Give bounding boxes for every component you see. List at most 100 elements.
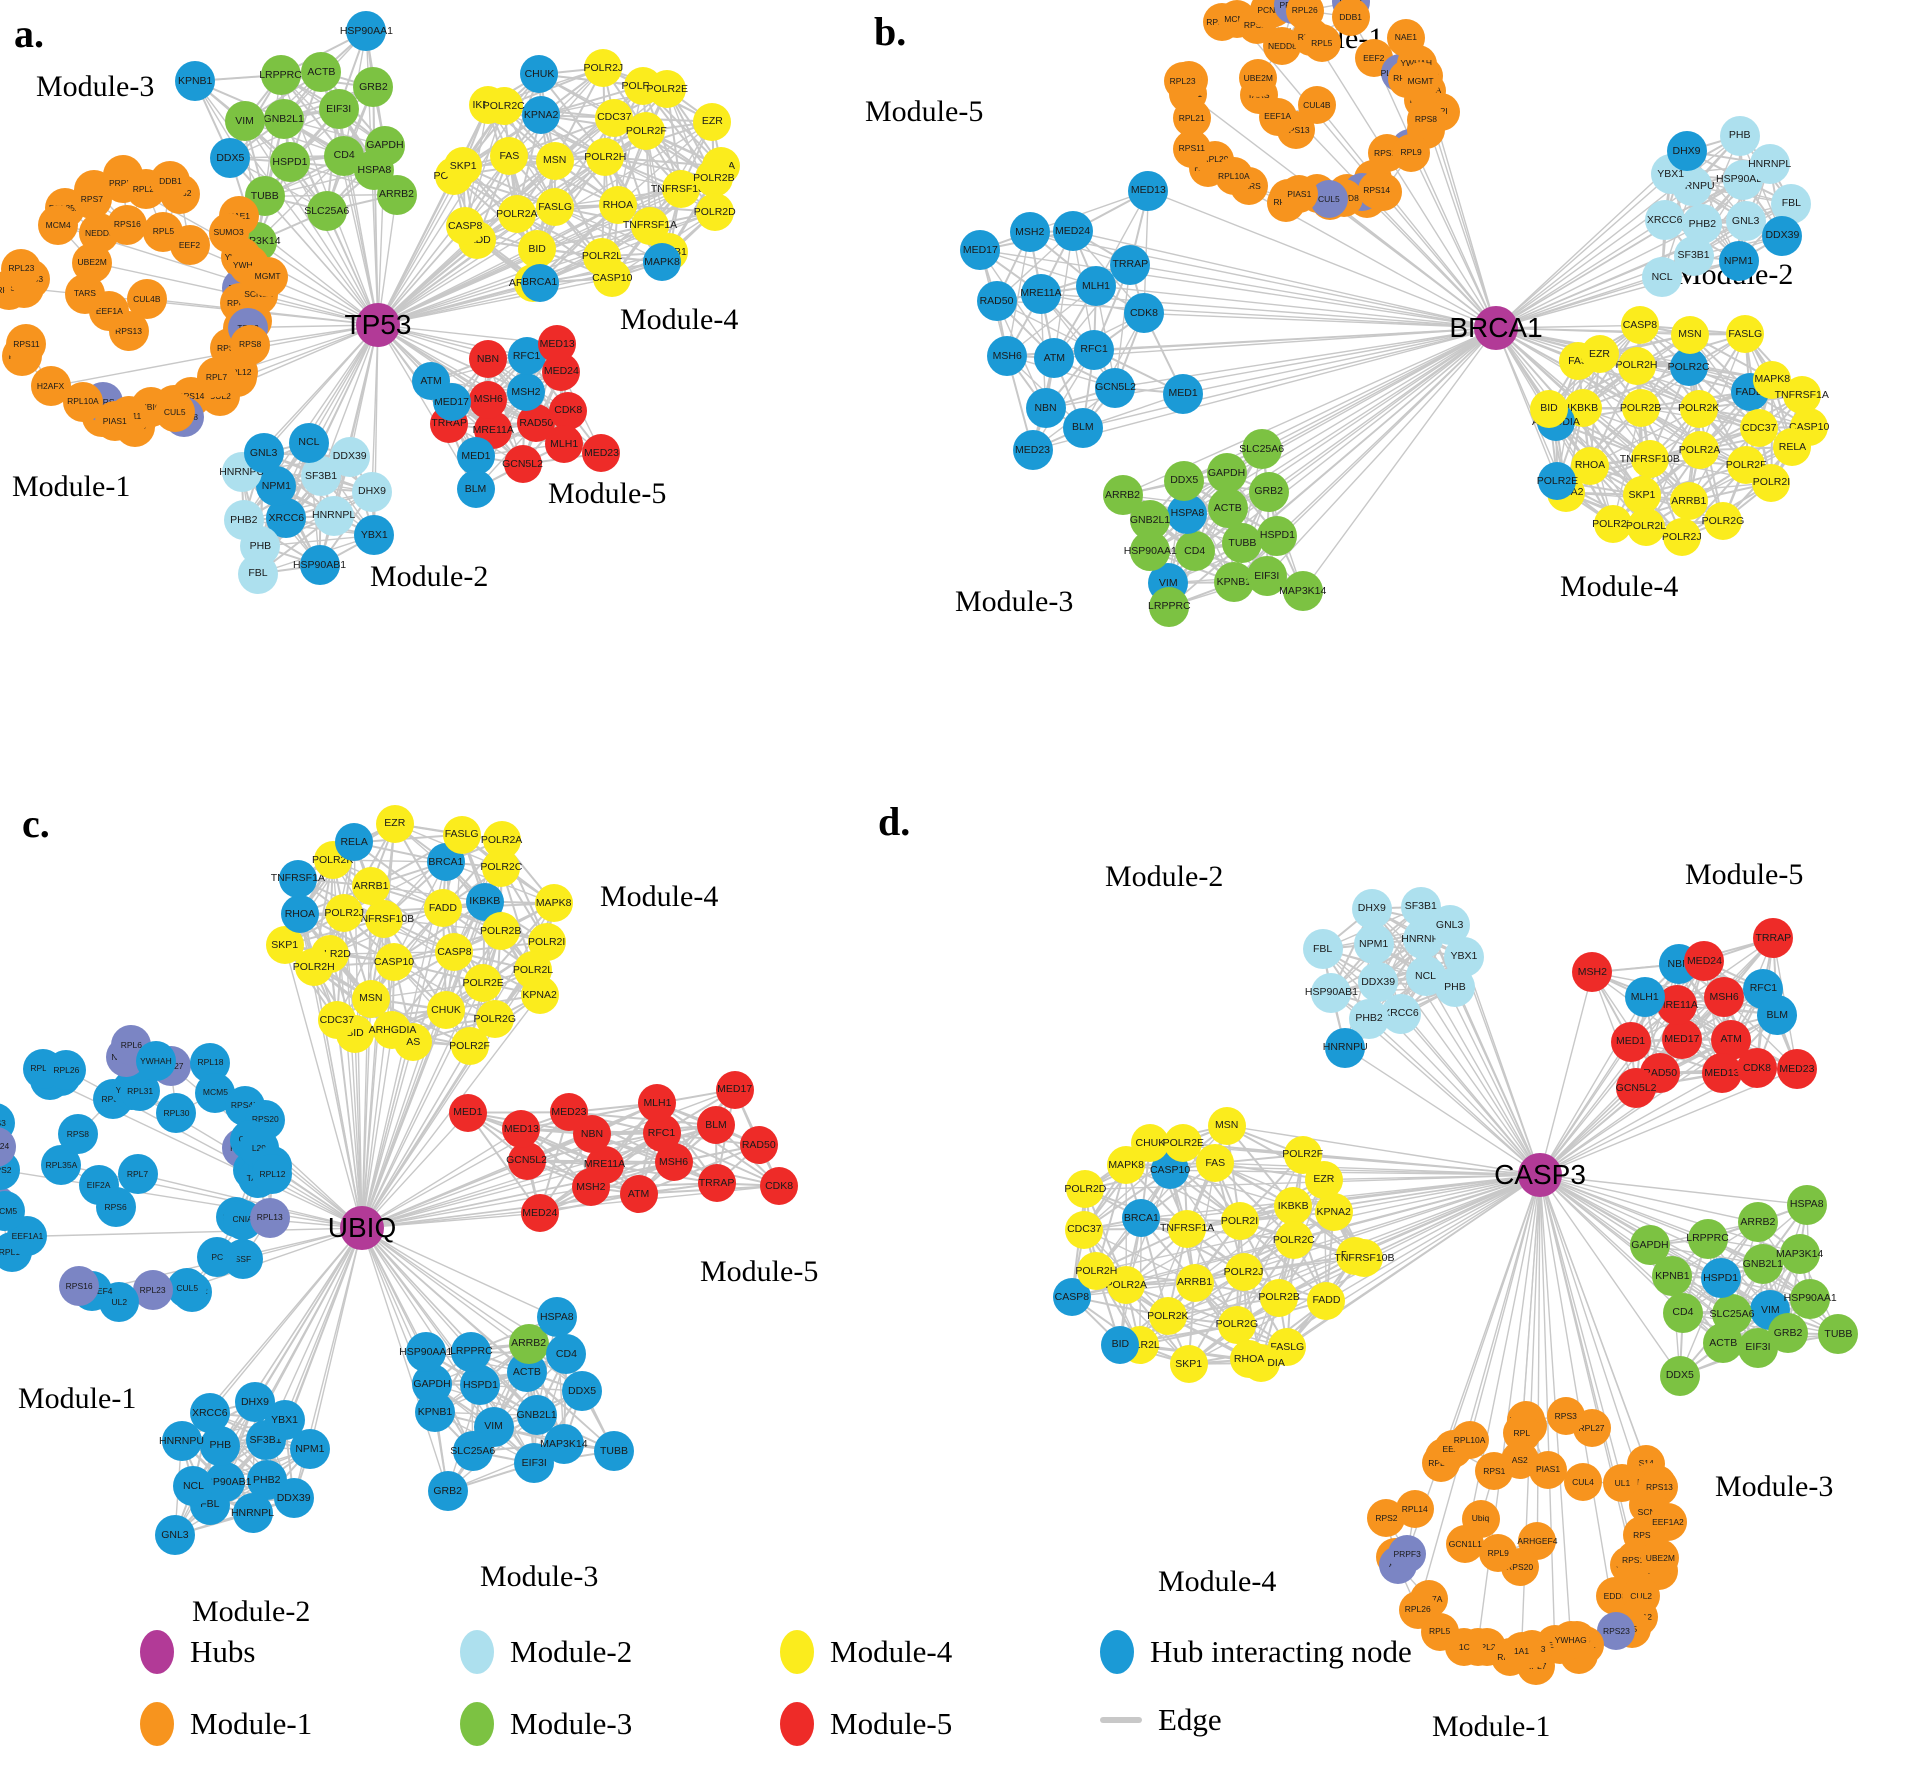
edge [1400,1013,1541,1176]
network-node[interactable]: POLR2B [1258,1278,1300,1317]
node-label: ACTB [1709,1337,1738,1350]
network-node[interactable]: POLR2G [1216,1305,1258,1344]
node-label: MSH2 [1577,966,1607,979]
network-node[interactable]: NPM1 [1353,924,1394,965]
network-node[interactable]: GNB2L1 [1743,1244,1783,1285]
hub-node[interactable]: CASP3 [1494,1153,1586,1197]
node-label: PHB [1444,981,1466,994]
legend-color-swatch [1100,1630,1134,1674]
node-label: MAPK8 [1108,1158,1144,1171]
legend-label: Module-3 [510,1706,633,1741]
network-node[interactable]: TNFRSF1A [1160,1209,1214,1248]
network-node[interactable]: RPS3 [1546,1397,1585,1436]
edge [1095,285,1497,329]
network-node[interactable]: BID [1101,1325,1140,1364]
network-node[interactable]: HNRNPU [1323,1027,1368,1068]
node-label: GCN5L2 [1615,1082,1657,1095]
node-label: HSPA8 [1789,1198,1824,1211]
node-label: FAS [1205,1156,1226,1169]
node-label: YWHAG [1554,1634,1587,1645]
node-label: ARRB2 [1740,1216,1776,1229]
network-node[interactable]: 1A1 [1502,1632,1541,1671]
module-label: Module-2 [370,560,489,593]
network-node[interactable]: CD4 [1662,1292,1703,1333]
node-label: UBE2M [1645,1552,1675,1563]
edge [377,204,619,326]
network-node[interactable]: DDX5 [1659,1355,1700,1396]
network-node[interactable]: DHX9 [1351,888,1392,929]
network-node[interactable]: POLR2C [1273,1220,1315,1259]
edge [1328,198,1497,329]
network-node[interactable]: MED13 [1701,1052,1742,1093]
network-node[interactable]: RPL5 [1420,1612,1459,1651]
network-node[interactable]: MAP3K14 [1776,1234,1823,1274]
node-label: GRB2 [1773,1327,1803,1339]
network-node[interactable]: POLR2H [1075,1251,1118,1290]
module-label: Module-5 [1685,858,1804,891]
edge [1316,104,1497,329]
network-node[interactable]: LRPPRC [1686,1218,1729,1259]
node-label: DDX39 [1361,975,1396,988]
network-node[interactable]: HSP90AA1 [1784,1278,1837,1319]
node-label: RPL10A [1453,1434,1486,1445]
network-node[interactable]: Ubiq [1461,1499,1500,1538]
network-node[interactable]: PRPF3 [1388,1535,1427,1574]
network-node[interactable]: FBL [1302,929,1343,970]
edge [1276,327,1497,537]
network-node[interactable]: KPNA2 [1314,1192,1353,1231]
node-label: SF3B1 [1404,900,1437,913]
network-node[interactable]: HSPD1 [1700,1257,1741,1298]
network-node[interactable]: RPL9 [1479,1534,1518,1573]
edge [996,300,1497,329]
edge [1364,1174,1541,1259]
node-label: IKBKB [1277,1200,1309,1212]
edge [377,281,540,326]
network-node[interactable]: MED17 [1661,1018,1702,1059]
legend-item: Module-2 [460,1630,632,1674]
network-node[interactable]: MED23 [1776,1049,1817,1090]
network-node[interactable]: HSP90AB1 [1305,972,1358,1013]
edge [1409,147,1497,329]
network-node[interactable]: MSN [1207,1106,1246,1145]
node-label: EZR [1313,1173,1335,1186]
module-label: Module-3 [36,70,155,103]
edge [1006,232,1031,356]
edge [1495,219,1666,329]
network-node[interactable]: BLM [1757,994,1798,1035]
edge [275,324,379,487]
network-node[interactable]: EEF1A2 [1648,1502,1687,1541]
node-label: POLR2H [1075,1264,1118,1277]
network-node[interactable]: ARRB1 [1175,1263,1214,1302]
network-node[interactable]: NBN [1025,388,1066,429]
network-node[interactable]: CDC37 [1065,1210,1104,1249]
network-node[interactable]: POLR2J [1224,1253,1263,1292]
network-node[interactable]: MED1 [1610,1021,1651,1062]
network-node[interactable]: FADD [1307,1281,1346,1320]
legend-label: Hubs [190,1634,256,1669]
network-node[interactable]: POLR2K [1147,1297,1189,1336]
network-node[interactable]: POLR2I [1220,1202,1259,1241]
network-node[interactable]: RPL10A [1450,1420,1489,1459]
edge [1032,327,1497,451]
network-node[interactable]: RPL [1502,1414,1541,1453]
legend-color-swatch [140,1702,174,1746]
node-label: MSN [1214,1119,1239,1132]
node-label: HSP90AB1 [1304,986,1359,999]
legend-item: Hubs [140,1630,255,1674]
legend-item: Module-1 [140,1702,312,1746]
network-node[interactable]: GAPDH [1629,1225,1670,1266]
node-label: RPL14 [1401,1504,1428,1515]
network-node[interactable]: PIAS1 [1529,1450,1568,1489]
node-label: RPL9 [1487,1547,1509,1558]
network-node[interactable]: HSPA8 [1786,1184,1827,1225]
node-label: VIM [1760,1304,1780,1317]
node-label: 1A1 [1513,1645,1530,1656]
network-node[interactable]: SKP1 [1169,1344,1208,1383]
node-label: RPS [1633,1529,1651,1540]
edge [377,67,604,326]
network-node[interactable]: CUL4 [1564,1462,1603,1501]
network-node[interactable]: YWHAG [1551,1621,1590,1660]
network-node[interactable]: MLH1 [1624,977,1665,1018]
network-node[interactable]: RPL14 [1395,1490,1434,1529]
legend-color-swatch [460,1702,494,1746]
